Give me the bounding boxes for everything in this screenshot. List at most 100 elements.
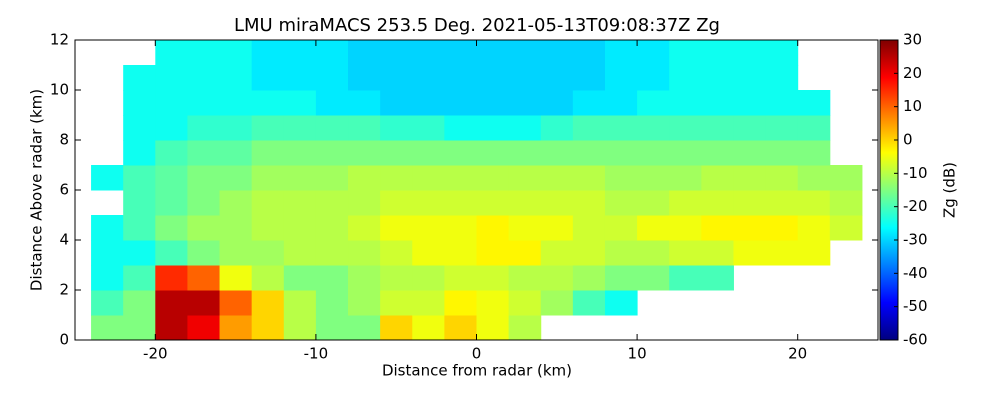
heatmap-cell — [187, 240, 221, 266]
heatmap-cell — [251, 215, 285, 241]
heatmap-cell — [572, 240, 606, 266]
heatmap-cell — [315, 115, 349, 141]
heatmap-cell — [540, 115, 574, 141]
heatmap-cell — [412, 115, 445, 141]
heatmap-cell — [348, 265, 381, 291]
heatmap-cell — [412, 315, 445, 341]
heatmap-cell — [701, 90, 734, 116]
heatmap-cell — [572, 140, 606, 166]
heatmap-cell — [604, 140, 638, 166]
heatmap-cell — [508, 65, 542, 91]
heatmap-cell — [283, 315, 317, 341]
colorbar-tick-label: -20 — [903, 197, 928, 215]
heatmap-cell — [283, 265, 317, 291]
heatmap-cell — [572, 40, 606, 66]
heatmap-cell — [444, 215, 477, 241]
heatmap-cell — [219, 190, 253, 216]
heatmap-cell — [187, 215, 221, 241]
heatmap-cell — [219, 265, 253, 291]
colorbar-tick-label: 10 — [903, 97, 922, 115]
heatmap-cell — [572, 190, 606, 216]
heatmap-cell — [412, 65, 445, 91]
heatmap-cell — [444, 315, 477, 341]
heatmap-cell — [348, 40, 381, 66]
heatmap-cell — [123, 190, 156, 216]
heatmap-cell — [765, 190, 799, 216]
heatmap-cell — [508, 90, 542, 116]
heatmap-cell — [283, 115, 317, 141]
heatmap-cell — [123, 115, 156, 141]
y-tick-label: 0 — [59, 331, 69, 349]
heatmap-cell — [187, 140, 221, 166]
heatmap-cell — [123, 140, 156, 166]
heatmap-cell — [219, 65, 253, 91]
heatmap-cell — [797, 240, 831, 266]
heatmap-cell — [540, 265, 574, 291]
heatmap-cell — [348, 240, 381, 266]
heatmap-cell — [380, 90, 413, 116]
heatmap-cell — [187, 165, 221, 191]
heatmap-cell — [444, 240, 477, 266]
heatmap-cell — [669, 115, 702, 141]
heatmap-cell — [123, 65, 156, 91]
heatmap-cell — [733, 65, 767, 91]
heatmap-cell — [572, 65, 606, 91]
heatmap-cell — [348, 65, 381, 91]
colorbar-tick-label: -40 — [903, 264, 928, 282]
heatmap-cell — [380, 315, 413, 341]
heatmap-cell — [604, 115, 638, 141]
heatmap-cell — [637, 215, 670, 241]
heatmap-cell — [669, 140, 702, 166]
heatmap-cell — [380, 265, 413, 291]
colorbar-tick-label: -50 — [903, 297, 928, 315]
x-tick-label: -10 — [304, 345, 329, 363]
heatmap-cell — [155, 115, 188, 141]
heatmap-cell — [412, 290, 445, 316]
heatmap-cell — [637, 190, 670, 216]
heatmap-cell — [187, 190, 221, 216]
heatmap-cell — [733, 190, 767, 216]
heatmap-cell — [637, 265, 670, 291]
heatmap-cell — [669, 65, 702, 91]
heatmap-cell — [315, 140, 349, 166]
heatmap-cell — [701, 165, 734, 191]
heatmap-cell — [155, 65, 188, 91]
heatmap-cell — [444, 290, 477, 316]
heatmap-cell — [187, 315, 221, 341]
heatmap-cell — [412, 140, 445, 166]
heatmap-cell — [444, 140, 477, 166]
heatmap-cell — [604, 65, 638, 91]
heatmap-cell — [797, 90, 831, 116]
heatmap-cell — [508, 140, 542, 166]
heatmap-cell — [380, 115, 413, 141]
heatmap-cell — [765, 165, 799, 191]
heatmap-cell — [701, 240, 734, 266]
heatmap-cell — [765, 215, 799, 241]
heatmap-cell — [123, 315, 156, 341]
heatmap-cell — [123, 165, 156, 191]
heatmap-cell — [669, 240, 702, 266]
colorbar-tick-label: 30 — [903, 31, 922, 49]
heatmap-cell — [315, 290, 349, 316]
heatmap-cell — [572, 215, 606, 241]
heatmap-cell — [251, 40, 285, 66]
heatmap-cell — [412, 240, 445, 266]
heatmap-cell — [219, 115, 253, 141]
heatmap-cell — [315, 215, 349, 241]
heatmap-cell — [701, 190, 734, 216]
y-tick-label: 12 — [50, 31, 69, 49]
heatmap-cell — [701, 40, 734, 66]
heatmap-cell — [91, 215, 124, 241]
heatmap-cell — [765, 65, 799, 91]
heatmap-cell — [540, 65, 574, 91]
heatmap-cell — [669, 165, 702, 191]
heatmap-cell — [540, 90, 574, 116]
heatmap-cell — [733, 115, 767, 141]
heatmap-cell — [797, 140, 831, 166]
heatmap-cell — [187, 90, 221, 116]
colorbar — [879, 39, 899, 341]
heatmap-cell — [348, 115, 381, 141]
heatmap-cell — [540, 140, 574, 166]
heatmap-cell — [155, 40, 188, 66]
